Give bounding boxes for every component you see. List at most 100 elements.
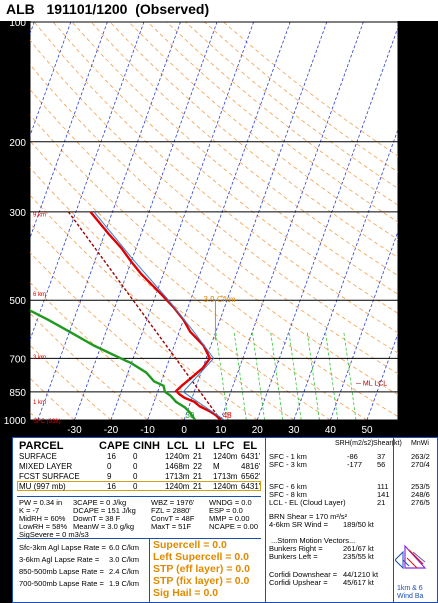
- lapse-value: 2.4 C/km: [109, 567, 140, 576]
- isotherm: [30, 22, 72, 137]
- wind-barb: [420, 351, 422, 356]
- title-bar: [0, 0, 438, 21]
- parcel-cell: 6431': [241, 482, 261, 491]
- wind-barb: [410, 379, 422, 381]
- wind-barb: [416, 247, 418, 252]
- dry-adiabat: [166, 22, 398, 206]
- wind-barb: [420, 246, 422, 251]
- el-header: EL: [243, 440, 258, 452]
- dry-adiabat: [52, 22, 398, 314]
- index-value: 3CAPE = 0 J/kg: [73, 498, 127, 507]
- pressure-tick: 1000: [4, 416, 27, 427]
- wind-barb: [420, 411, 422, 416]
- isotherm: [293, 128, 398, 420]
- storm-value: 45/617 kt: [343, 578, 374, 587]
- wind-barb: [420, 363, 422, 368]
- wind-barb: [416, 342, 418, 347]
- wind-barb: [420, 279, 422, 284]
- wind-barb: [416, 407, 418, 412]
- cinh-header: CINH: [133, 440, 160, 452]
- wind-barb: [420, 330, 422, 335]
- lapse-annotation: 3.9 C/km: [204, 295, 236, 304]
- pressure-tick: 850: [9, 388, 26, 399]
- storm-value: 261/67 kt: [343, 544, 374, 553]
- storm-label: Corfidi Downshear =: [269, 570, 338, 579]
- lfc-header: LFC: [213, 440, 235, 452]
- parcel-cell: 1713m: [165, 472, 190, 481]
- height-label: 6 km: [33, 292, 46, 298]
- isotherm: [30, 22, 145, 342]
- temp-tick: -10: [140, 425, 155, 436]
- index-value: SigSevere = 0 m3/s3: [19, 530, 89, 539]
- hodo-label-1: 1km & 6: [397, 585, 423, 592]
- index-value: MeanW = 3.0 g/kg: [73, 522, 135, 531]
- isotherm: [110, 22, 255, 420]
- lapse-label: Sfc-3km Agl Lapse Rate =: [19, 543, 106, 552]
- shear-value: 56: [377, 460, 386, 469]
- mnwind-value: 263/2: [411, 452, 430, 461]
- wind-barb: [420, 341, 422, 346]
- parcel-trace: [67, 211, 222, 420]
- index-value: DownT = 38 F: [73, 514, 121, 523]
- parcel-cell: 6431': [241, 452, 261, 461]
- isotherm: [330, 230, 398, 420]
- shear-value: 141: [377, 490, 390, 499]
- wind-barb: [416, 228, 418, 233]
- wind-barb: [416, 412, 418, 417]
- lapse-value: 1.9 C/km: [109, 579, 140, 588]
- wind-barb: [416, 280, 418, 285]
- mnwind-value: 248/6: [411, 490, 430, 499]
- parcel-cell: 16: [107, 452, 116, 461]
- wind-barb: [420, 319, 422, 324]
- storm-label: Corfidi Upshear =: [269, 578, 328, 587]
- station-label: ALB: [6, 1, 35, 17]
- index-value: MaxT = 51F: [151, 522, 192, 531]
- lapse-label: 850-500mb Lapse Rate =: [19, 567, 104, 576]
- wind-barb: [410, 251, 422, 253]
- isotherm: [74, 22, 218, 420]
- lcl-annotation: ─ ML LCL: [355, 381, 387, 388]
- shear-layer: SFC - 8 km: [269, 490, 307, 499]
- shear-layer: SFC - 1 km: [269, 452, 307, 461]
- lapse-label: 3-6km Agl Lapse Rate =: [19, 555, 100, 564]
- wind-barb: [420, 216, 422, 221]
- wind-barb: [416, 331, 418, 336]
- mnwind-value: 253/5: [411, 482, 430, 491]
- composite-param: STP (eff layer) = 0.0: [153, 563, 250, 575]
- parcel-cell: 0: [133, 482, 138, 491]
- shear-value: 37: [377, 452, 386, 461]
- lapse-value: 3.0 C/km: [109, 555, 140, 564]
- pressure-tick: 300: [9, 208, 26, 219]
- index-value: NCAPE = 0.00: [209, 522, 258, 531]
- parcel-cell: 1240m: [165, 482, 190, 491]
- isotherm: [37, 22, 181, 420]
- srh-value: -177: [347, 460, 363, 469]
- parcel-cell: 9: [107, 472, 112, 481]
- pressure-tick: 500: [9, 296, 26, 307]
- parcel-header: PARCEL: [19, 440, 64, 452]
- shear-layer: SFC - 6 km: [269, 482, 307, 491]
- parcel-cell: 4816': [241, 462, 261, 471]
- lapse-value: 6.0 C/km: [109, 543, 140, 552]
- temp-tick: -30: [67, 425, 82, 436]
- srh-header: SRH(m2/s2): [335, 440, 374, 447]
- wind-label: 30: [185, 411, 194, 420]
- wind-barb: [410, 268, 422, 270]
- wind-barb: [410, 368, 422, 370]
- mnwind-value: 276/5: [411, 498, 430, 507]
- index-value: ConvT = 48F: [151, 514, 195, 523]
- index-value: PW = 0.34 in: [19, 498, 63, 507]
- brn-shear: BRN Shear = 170 m²/s²: [269, 512, 348, 521]
- isotherm: [220, 22, 364, 420]
- wind-barb: [420, 356, 422, 361]
- wind-barb: [410, 221, 422, 223]
- index-value: WBZ = 1976': [151, 498, 195, 507]
- index-value: FZL = 2880': [151, 506, 191, 515]
- wind-barb: [410, 390, 422, 392]
- wind-barb: [410, 405, 422, 407]
- storm-value: 44/1210 kt: [343, 570, 379, 579]
- wind-barb: [416, 357, 418, 362]
- parcel-cell: 1240m: [213, 482, 238, 491]
- wind-barb: [420, 227, 422, 232]
- shear-header: Shear(kt): [373, 440, 402, 447]
